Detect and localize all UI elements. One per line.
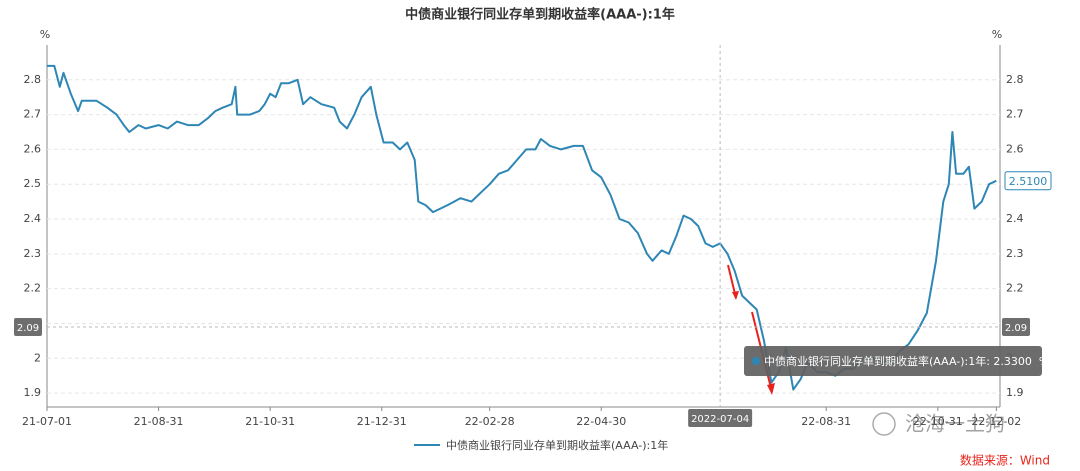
y2-tick-label: 2.6 bbox=[1006, 142, 1024, 155]
x-tick-label: 22-04-30 bbox=[576, 415, 626, 428]
crosshair-y-box bbox=[14, 317, 42, 336]
grid: 1.91.9222.12.12.22.22.32.32.42.42.52.52.… bbox=[22, 45, 1024, 428]
y-tick-label: 2.7 bbox=[24, 108, 42, 121]
y-unit-right: % bbox=[992, 28, 1002, 41]
crosshair-y2-label: 2.09 bbox=[1005, 323, 1027, 334]
watermark-icon bbox=[872, 412, 896, 436]
y-tick-label: 2.2 bbox=[24, 282, 42, 295]
x-tick-label: 22-10-31 bbox=[913, 415, 963, 428]
y2-tick-label: 2.3 bbox=[1006, 247, 1024, 260]
x-tick-label: 22-08-31 bbox=[801, 415, 851, 428]
end-label-box bbox=[1004, 171, 1052, 191]
watermark: 沧海一土狗 bbox=[872, 412, 1005, 436]
annotation-arrowhead bbox=[767, 383, 775, 395]
y-tick-label: 1.9 bbox=[24, 386, 42, 399]
x-tick-label: 21-08-31 bbox=[134, 415, 184, 428]
y-tick-label: 2 bbox=[34, 351, 41, 364]
x-tick-label: 22-02-28 bbox=[465, 415, 515, 428]
y2-tick-label: 2.8 bbox=[1006, 73, 1024, 86]
y2-tick-label: 2.7 bbox=[1006, 108, 1024, 121]
tooltip-text: 中债商业银行同业存单到期收益率(AAA-):1年: 2.3300 % bbox=[764, 354, 1049, 368]
x-tick-label: 22-12-02 bbox=[971, 415, 1021, 428]
crosshair-y-label: 2.09 bbox=[17, 323, 39, 334]
y2-tick-label: 1.9 bbox=[1006, 386, 1024, 399]
annotation-arrowhead bbox=[732, 291, 739, 300]
x-tick-label: 21-12-31 bbox=[357, 415, 407, 428]
tooltip-dot bbox=[752, 357, 760, 365]
watermark-text: 沧海一土狗 bbox=[905, 412, 1005, 436]
y-unit-left: % bbox=[40, 28, 50, 41]
y-tick-label: 2.6 bbox=[24, 142, 42, 155]
y2-tick-label: 2.4 bbox=[1006, 212, 1024, 225]
end-label: 2.5100 bbox=[1009, 175, 1048, 188]
legend-label: 中债商业银行同业存单到期收益率(AAA-):1年 bbox=[446, 438, 668, 452]
crosshair-y2-box bbox=[1002, 317, 1030, 336]
overlay: 2.5100 2.09 2.09 2022-07-04 中债商业银行同业存单到期收益率(… bbox=[14, 45, 1052, 427]
chart-title: 中债商业银行同业存单到期收益率(AAA-):1年 bbox=[405, 7, 675, 23]
y-tick-label: 2.3 bbox=[24, 247, 42, 260]
crosshair-x-label: 2022-07-04 bbox=[691, 414, 749, 425]
y-tick-label: 2.4 bbox=[24, 212, 42, 225]
source: 数据来源：Wind bbox=[960, 453, 1050, 468]
tooltip-box bbox=[744, 346, 1042, 376]
crosshair-x-box bbox=[688, 409, 753, 427]
y2-tick-label: 2.2 bbox=[1006, 282, 1024, 295]
x-tick-label: 21-10-31 bbox=[245, 415, 295, 428]
x-tick-label: 21-07-01 bbox=[22, 415, 72, 428]
y-tick-label: 2.8 bbox=[24, 73, 42, 86]
y-tick-label: 2.5 bbox=[24, 177, 42, 190]
